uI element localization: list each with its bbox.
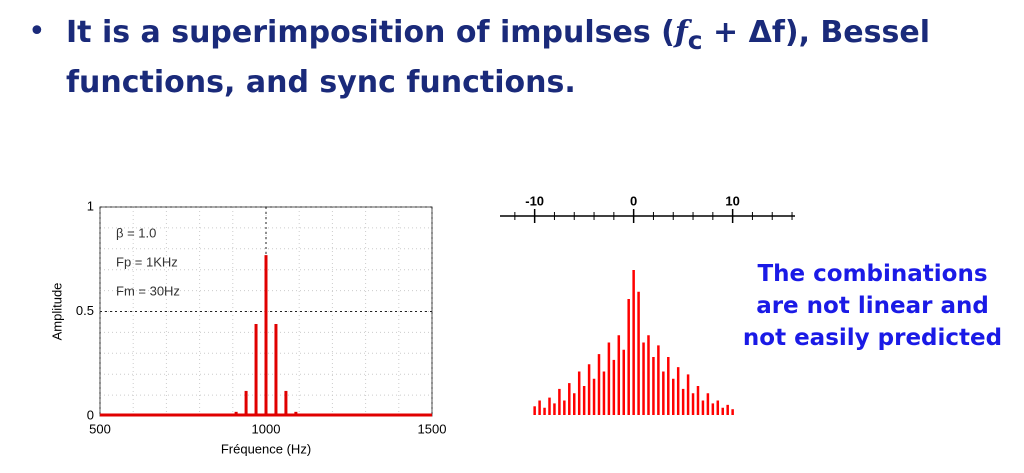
x-tick-label: 1500 [418,421,447,436]
math-sub: c [687,26,703,55]
annotation: Fp = 1KHz [116,254,178,269]
y-tick-label: 0.5 [76,303,94,318]
x-axis-label: Fréquence (Hz) [221,441,311,456]
x-tick-label: -10 [525,193,544,208]
annotation: β = 1.0 [116,225,156,240]
note: The combinations are not linear and not … [742,261,1003,351]
y-tick-label: 1 [87,198,94,213]
annotation: Fm = 30Hz [116,283,180,298]
bullet-text: It is a superimposition of impulses (fc … [66,12,986,104]
bullet: • [28,14,46,49]
x-tick-label: 10 [725,193,739,208]
y-tick-label: 0 [87,407,94,422]
x-tick-label: 500 [89,421,111,436]
y-axis-label: Amplitude [49,283,64,341]
x-tick-label: 0 [630,193,637,208]
text: + Δf), Bessel functions, and sync functi… [66,15,930,100]
x-tick-label: 1000 [252,421,281,436]
text: It is a superimposition of impulses ( [66,15,675,50]
math: f [674,15,688,50]
